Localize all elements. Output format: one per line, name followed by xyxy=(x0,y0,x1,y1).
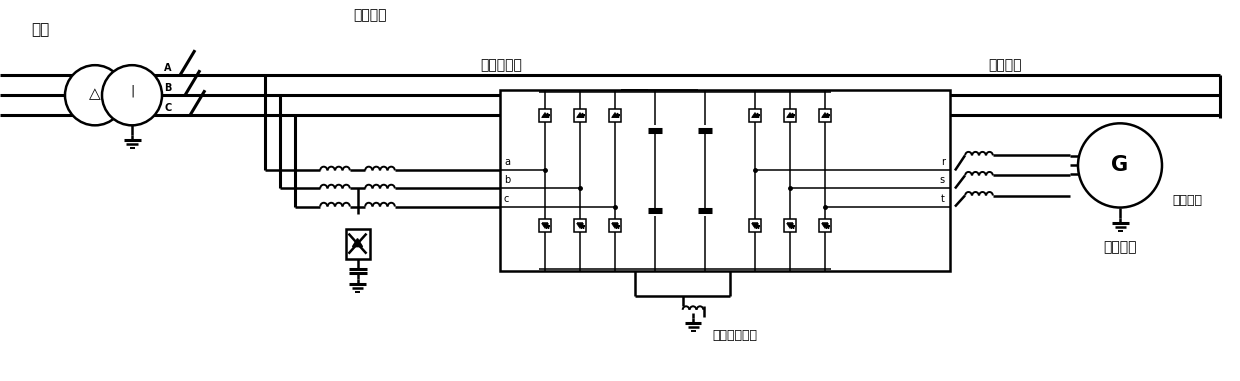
Polygon shape xyxy=(542,112,548,117)
Text: 转子电缆: 转子电缆 xyxy=(988,58,1022,72)
Bar xyxy=(346,229,370,259)
Polygon shape xyxy=(542,223,548,228)
Polygon shape xyxy=(751,112,759,117)
Text: b: b xyxy=(503,176,510,186)
Text: c: c xyxy=(503,194,510,203)
Text: a: a xyxy=(503,157,510,167)
Text: 定子电缆: 定子电缆 xyxy=(1172,194,1202,207)
Text: G: G xyxy=(1111,155,1128,175)
Polygon shape xyxy=(352,239,362,247)
Polygon shape xyxy=(577,223,583,228)
Bar xyxy=(539,219,552,232)
Polygon shape xyxy=(786,223,794,228)
Text: A: A xyxy=(164,63,172,73)
Bar xyxy=(749,219,761,232)
Polygon shape xyxy=(822,112,828,117)
Polygon shape xyxy=(751,223,759,228)
Bar xyxy=(500,90,950,271)
Text: s: s xyxy=(940,176,945,186)
Circle shape xyxy=(64,65,125,125)
Circle shape xyxy=(102,65,162,125)
Text: 双馈变流器: 双馈变流器 xyxy=(480,58,522,72)
Polygon shape xyxy=(822,223,828,228)
Bar xyxy=(784,219,796,232)
Polygon shape xyxy=(786,112,794,117)
Text: △: △ xyxy=(89,86,100,101)
Bar xyxy=(818,219,831,232)
Bar xyxy=(818,109,831,122)
Bar xyxy=(539,109,552,122)
Polygon shape xyxy=(611,112,619,117)
Text: 并网开关: 并网开关 xyxy=(353,8,387,22)
Text: C: C xyxy=(165,103,171,113)
Bar xyxy=(784,109,796,122)
Text: 共模电压电路: 共模电压电路 xyxy=(713,330,758,343)
Text: r: r xyxy=(941,157,945,167)
Bar xyxy=(574,109,587,122)
Text: |: | xyxy=(130,85,134,98)
Text: 双馈电机: 双馈电机 xyxy=(1104,241,1137,255)
Bar xyxy=(609,219,621,232)
Polygon shape xyxy=(577,112,583,117)
Text: 电网: 电网 xyxy=(31,22,50,38)
Bar xyxy=(749,109,761,122)
Circle shape xyxy=(1078,123,1162,208)
Text: t: t xyxy=(941,194,945,203)
Bar xyxy=(609,109,621,122)
Text: B: B xyxy=(165,83,171,93)
Polygon shape xyxy=(611,223,619,228)
Bar xyxy=(574,219,587,232)
